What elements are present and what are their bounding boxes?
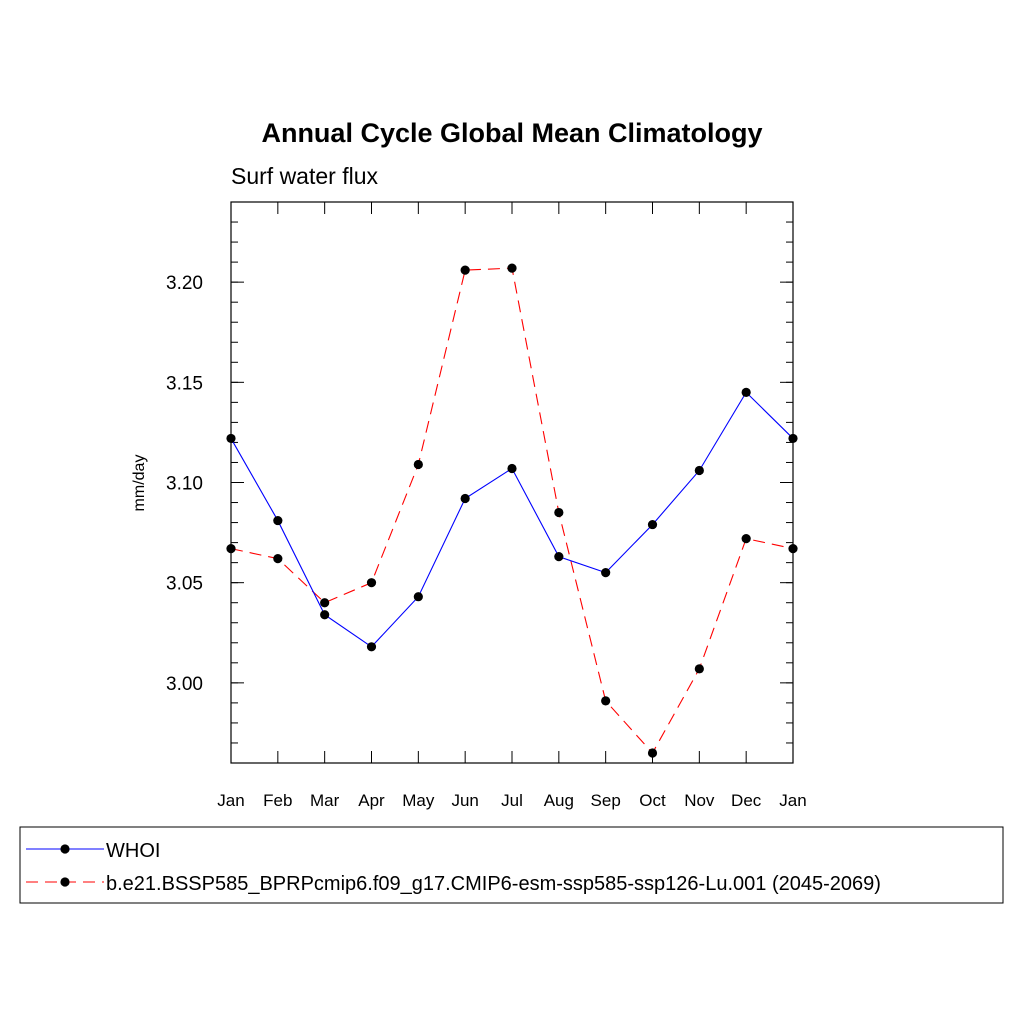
y-tick-label: 3.20	[166, 273, 203, 294]
x-tick-label: Jan	[779, 791, 806, 810]
x-tick-label: Dec	[731, 791, 762, 810]
chart-subtitle: Surf water flux	[231, 163, 378, 189]
series-0-point	[460, 493, 470, 504]
series-1-point	[460, 265, 470, 275]
x-tick-label: Aug	[544, 791, 574, 810]
x-tick-label: Oct	[639, 791, 666, 810]
series-0-point	[273, 515, 283, 526]
legend-marker-1	[60, 877, 70, 887]
x-tick-label: May	[402, 791, 435, 810]
series-1-point	[647, 748, 658, 758]
legend-marker-0	[60, 844, 70, 854]
series-1-point	[273, 554, 283, 564]
x-tick-label: Jun	[451, 791, 478, 810]
chart-title: Annual Cycle Global Mean Climatology	[261, 118, 762, 148]
plot-frame	[230, 201, 794, 764]
series-1-point	[601, 696, 611, 706]
series-0-point	[507, 463, 517, 474]
legend-box	[19, 826, 1004, 904]
legend-label-0: WHOI	[106, 840, 160, 862]
series-0-point	[694, 465, 704, 476]
series-0-point	[320, 610, 330, 620]
series-1-point	[741, 534, 751, 544]
x-tick-label: Apr	[358, 791, 385, 810]
series-1-point	[694, 664, 704, 674]
y-tick-label: 3.00	[166, 674, 203, 695]
y-tick-label: 3.10	[166, 474, 203, 495]
axis-tick-labels: Jan Feb Mar Apr May Jun Jul Aug Sep Oct Nov Dec Jan 3…	[166, 273, 807, 810]
legend: WHOI b.e21.BSSP585_BPRPcmip6.f09_g17.CMIP…	[19, 826, 1004, 904]
x-tick-label: Nov	[684, 791, 715, 810]
y-axis-label: mm/day	[131, 455, 148, 512]
series-1-point	[507, 263, 517, 273]
y-tick-label: 3.05	[166, 574, 203, 595]
legend-items: WHOI b.e21.BSSP585_BPRPcmip6.f09_g17.CMIP…	[26, 840, 881, 895]
series-1-point	[413, 459, 423, 470]
series-0-point	[741, 387, 751, 397]
series-1-point	[554, 507, 564, 518]
series-0-point	[413, 592, 423, 602]
plot-series	[226, 263, 798, 758]
legend-label-1: b.e21.BSSP585_BPRPcmip6.f09_g17.CMIP6-es…	[106, 873, 881, 895]
series-0-point	[366, 642, 377, 652]
x-tick-label: Mar	[310, 791, 340, 810]
x-tick-label: Feb	[263, 791, 292, 810]
series-0-point	[647, 519, 658, 530]
series-1-point	[320, 598, 330, 608]
x-tick-label: Jan	[217, 791, 244, 810]
x-tick-label: Sep	[591, 791, 621, 810]
y-tick-label: 3.15	[166, 373, 203, 394]
series-0-point	[601, 568, 611, 578]
series-1-point	[366, 578, 377, 588]
x-tick-label: Jul	[501, 791, 523, 810]
series-0-point	[554, 552, 564, 562]
